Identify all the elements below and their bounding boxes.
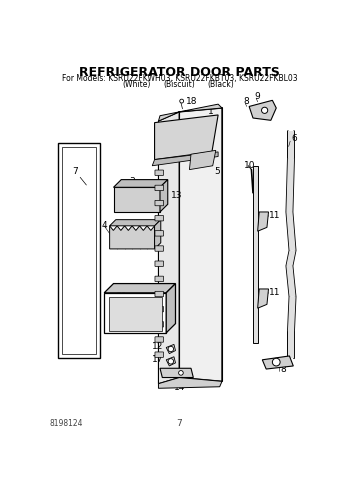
Text: 13: 13 (171, 191, 182, 200)
Circle shape (180, 99, 184, 103)
FancyBboxPatch shape (155, 352, 163, 357)
Polygon shape (262, 356, 293, 369)
Text: 7: 7 (176, 419, 182, 428)
Polygon shape (179, 108, 222, 382)
Circle shape (272, 358, 280, 366)
FancyBboxPatch shape (155, 322, 163, 327)
FancyBboxPatch shape (155, 125, 163, 130)
Polygon shape (160, 180, 168, 212)
Polygon shape (104, 293, 166, 333)
Polygon shape (113, 180, 168, 187)
Text: (Black): (Black) (207, 80, 234, 89)
FancyBboxPatch shape (155, 215, 163, 221)
Polygon shape (110, 220, 161, 226)
Polygon shape (109, 298, 162, 330)
Polygon shape (253, 166, 258, 343)
Text: 9: 9 (280, 357, 286, 367)
Polygon shape (189, 150, 216, 170)
Polygon shape (113, 187, 160, 212)
Circle shape (178, 370, 183, 375)
Polygon shape (110, 226, 155, 249)
Text: 8198124: 8198124 (50, 419, 83, 428)
Text: 8: 8 (244, 98, 250, 106)
Text: 16: 16 (116, 286, 127, 295)
Text: For Models: KSRU22FKWH03, KSRU22FKBT03, KSRU22FKBL03: For Models: KSRU22FKWH03, KSRU22FKBT03, … (62, 74, 297, 83)
Polygon shape (286, 251, 296, 266)
FancyBboxPatch shape (155, 185, 163, 191)
Polygon shape (159, 112, 179, 384)
FancyBboxPatch shape (155, 337, 163, 342)
Text: REFRIGERATOR DOOR PARTS: REFRIGERATOR DOOR PARTS (79, 66, 280, 79)
FancyBboxPatch shape (155, 307, 163, 312)
Text: 18: 18 (186, 98, 197, 106)
FancyBboxPatch shape (155, 276, 163, 282)
Text: 5: 5 (214, 167, 220, 176)
Text: 15: 15 (179, 377, 191, 386)
Text: (Biscuit): (Biscuit) (163, 80, 195, 89)
Polygon shape (159, 378, 222, 388)
Text: 17: 17 (152, 355, 164, 364)
Circle shape (261, 107, 268, 114)
Polygon shape (286, 266, 296, 297)
Polygon shape (159, 104, 222, 121)
Text: 6: 6 (292, 134, 298, 143)
Polygon shape (286, 212, 296, 251)
FancyBboxPatch shape (155, 261, 163, 267)
Polygon shape (160, 368, 193, 378)
FancyBboxPatch shape (155, 231, 163, 236)
Polygon shape (166, 357, 175, 366)
Text: 10: 10 (244, 161, 255, 170)
Text: 12: 12 (152, 342, 164, 351)
FancyBboxPatch shape (155, 140, 163, 145)
FancyBboxPatch shape (155, 291, 163, 297)
Polygon shape (258, 289, 268, 308)
Circle shape (168, 359, 174, 364)
FancyBboxPatch shape (155, 246, 163, 251)
Polygon shape (288, 297, 296, 331)
Circle shape (168, 346, 174, 352)
Text: 4: 4 (102, 221, 107, 230)
FancyBboxPatch shape (155, 155, 163, 160)
Text: 3: 3 (129, 177, 135, 185)
Polygon shape (166, 284, 175, 333)
Polygon shape (249, 100, 276, 120)
Text: 14: 14 (174, 383, 186, 392)
Polygon shape (155, 220, 161, 249)
Polygon shape (155, 115, 218, 159)
Polygon shape (166, 344, 175, 354)
Text: 11: 11 (269, 211, 281, 220)
Text: (White): (White) (122, 80, 151, 89)
Text: 8: 8 (280, 365, 286, 373)
Text: 11: 11 (269, 287, 281, 297)
Polygon shape (152, 152, 218, 166)
Text: 7: 7 (72, 168, 78, 176)
Polygon shape (258, 212, 268, 231)
FancyBboxPatch shape (155, 170, 163, 175)
Polygon shape (288, 331, 294, 358)
FancyBboxPatch shape (155, 200, 163, 206)
Polygon shape (104, 284, 175, 293)
Text: 9: 9 (254, 92, 260, 101)
Polygon shape (286, 158, 294, 212)
Text: 1: 1 (208, 107, 214, 115)
Polygon shape (288, 131, 294, 158)
Polygon shape (58, 142, 99, 358)
